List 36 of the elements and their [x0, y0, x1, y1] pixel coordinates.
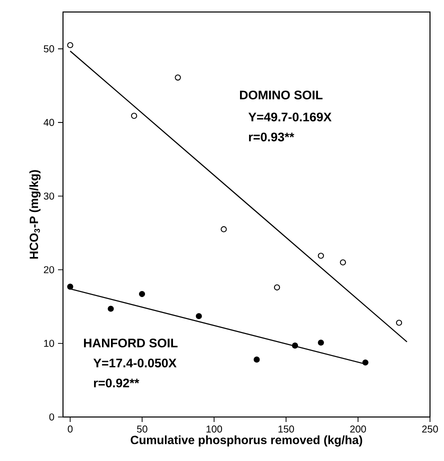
x-tick-label: 200 [350, 426, 366, 433]
point [292, 342, 298, 349]
y-tick-label: 0 [49, 413, 54, 421]
annotation: r=0.92** [94, 378, 140, 388]
annotation: HANFORD SOIL [84, 338, 178, 348]
annotation: Y=49.7-0.169X [248, 112, 332, 122]
y-tick-label: 20 [44, 266, 54, 274]
point [318, 340, 324, 346]
x-tick-label: 50 [137, 426, 148, 433]
point [174, 74, 181, 81]
x-tick-label: 0 [68, 426, 73, 433]
y-tick-label: 50 [44, 45, 54, 52]
point [340, 259, 346, 266]
y-axis-title: HCO$_{3}$-P (mg/kg) [29, 170, 41, 259]
annotation: Y=17.4-0.050X [93, 358, 177, 368]
y-tick-label: 10 [44, 340, 54, 347]
point [362, 359, 368, 366]
point [138, 290, 146, 298]
point [67, 42, 74, 48]
y-tick-label: 40 [44, 118, 54, 126]
annotation: DOMINO SOIL [240, 90, 323, 100]
point [220, 226, 227, 232]
x-axis-title: Cumulative phosphorus removed (kg/ha) [130, 435, 362, 447]
point [108, 306, 114, 312]
point [254, 356, 260, 363]
x-tick-label: 100 [206, 426, 222, 433]
annotation: r=0.93** [249, 132, 294, 142]
point [318, 252, 324, 259]
x-tick-label: 150 [278, 426, 294, 433]
point [131, 112, 138, 119]
point [396, 320, 402, 326]
point [274, 284, 280, 290]
point [67, 284, 74, 290]
point [196, 313, 202, 320]
y-tick-label: 30 [44, 192, 54, 200]
x-tick-label: 250 [422, 426, 438, 433]
